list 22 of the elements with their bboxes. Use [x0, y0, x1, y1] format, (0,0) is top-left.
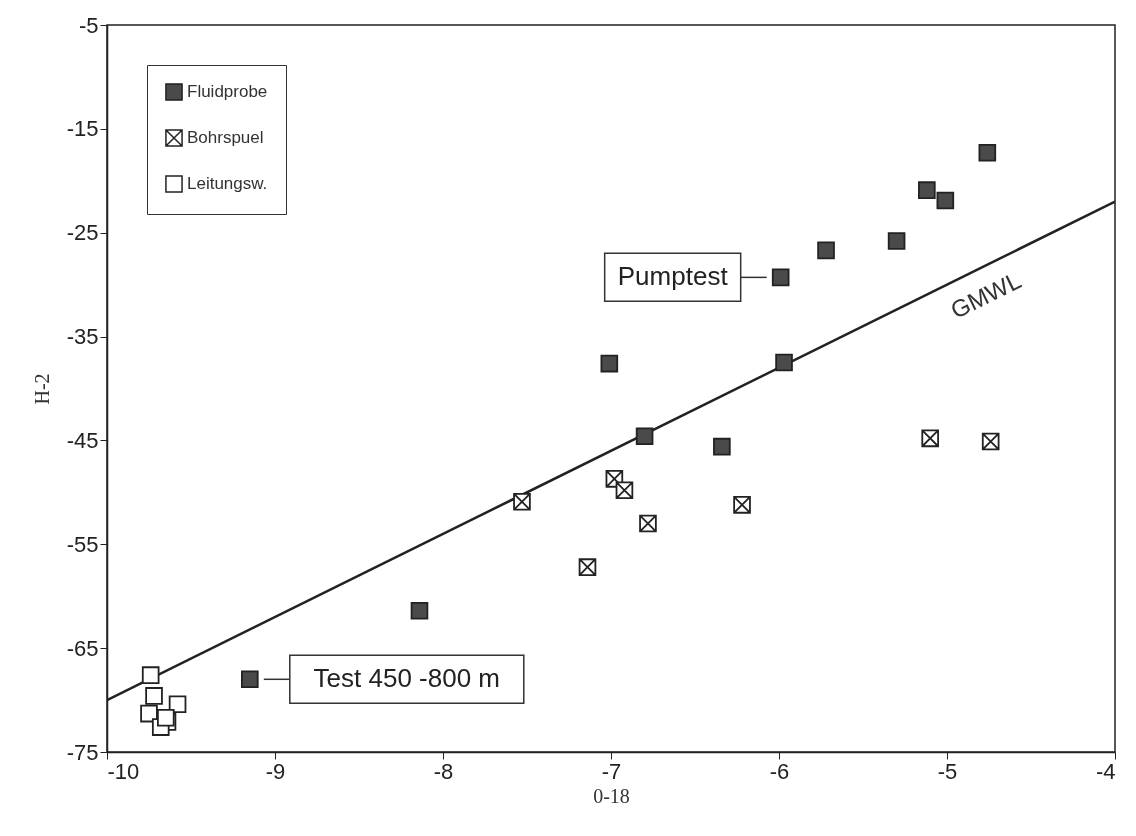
y-tick-label: -25 [66, 220, 99, 246]
x-tick-label: -4 [1095, 758, 1116, 784]
annotation: Test 450 -800 m [313, 663, 501, 694]
legend-label: Fluidprobe [187, 82, 268, 101]
x-axis-title: 0-18 [593, 784, 630, 807]
x-tick-label: -9 [265, 758, 286, 784]
y-tick-label: -5 [78, 12, 99, 38]
y-tick-label: -35 [66, 324, 99, 350]
x-tick-label: -7 [601, 758, 622, 784]
y-tick-label: -65 [66, 635, 99, 661]
legend-label: Leitungsw. [187, 174, 268, 193]
x-tick-label: -8 [433, 758, 454, 784]
legend-label: Bohrspuel [187, 128, 264, 147]
annotation: Pumptest [617, 261, 729, 292]
y-axis-title: H-2 [30, 373, 53, 405]
x-tick-label: -6 [769, 758, 790, 784]
x-tick-label: -10 [107, 758, 140, 784]
x-tick-label: -5 [937, 758, 958, 784]
y-tick-label: -45 [66, 427, 99, 453]
y-tick-label: -55 [66, 531, 99, 557]
y-tick-label: -75 [66, 739, 99, 765]
y-tick-label: -15 [66, 116, 99, 142]
